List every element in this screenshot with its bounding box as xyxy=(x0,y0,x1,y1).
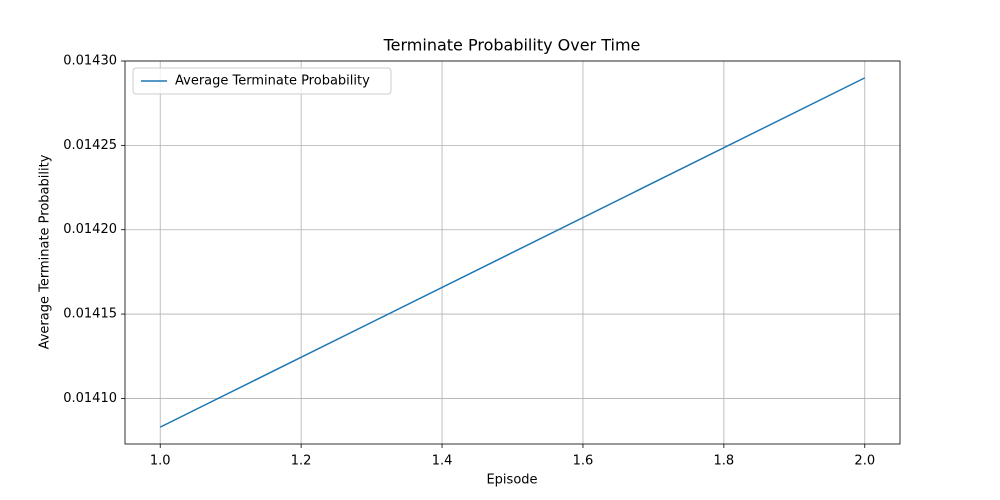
x-axis-label: Episode xyxy=(486,473,537,488)
y-tick-label: 0.01430 xyxy=(63,54,117,69)
y-axis-label: Average Terminate Probability xyxy=(38,154,53,349)
x-tick-label: 1.0 xyxy=(150,454,171,469)
legend-label: Average Terminate Probability xyxy=(175,74,370,89)
y-tick-label: 0.01420 xyxy=(63,222,117,237)
y-tick-label: 0.01425 xyxy=(63,138,117,153)
x-tick-label: 1.2 xyxy=(291,454,312,469)
legend-box xyxy=(132,67,392,95)
plot-frame xyxy=(124,60,901,445)
x-tick-label: 1.8 xyxy=(714,454,735,469)
y-tick-label: 0.01410 xyxy=(63,391,117,406)
x-tick-label: 1.4 xyxy=(432,454,453,469)
y-tick-label: 0.01415 xyxy=(63,307,117,322)
x-tick-label: 1.6 xyxy=(573,454,594,469)
chart-title: Terminate Probability Over Time xyxy=(383,36,641,55)
line-series xyxy=(159,77,866,428)
x-tick-label: 2.0 xyxy=(854,454,875,469)
